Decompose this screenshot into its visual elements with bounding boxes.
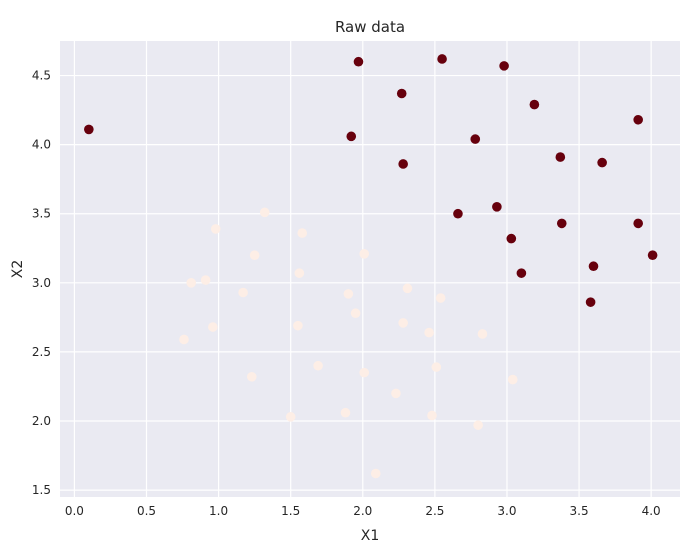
y-tick-label: 2.0 bbox=[32, 414, 51, 428]
y-tick-label: 1.5 bbox=[32, 483, 51, 497]
data-point-class-1 bbox=[506, 233, 517, 244]
data-point-class-0 bbox=[473, 420, 483, 430]
y-tick-label: 2.5 bbox=[32, 345, 51, 359]
data-point-class-1 bbox=[437, 54, 447, 64]
data-point-class-1 bbox=[499, 61, 509, 71]
data-point-class-0 bbox=[359, 249, 370, 259]
x-tick-label: 0.5 bbox=[137, 504, 156, 518]
y-tick-label: 3.0 bbox=[32, 276, 51, 290]
x-axis-label: X1 bbox=[361, 528, 380, 543]
grid-lines bbox=[60, 41, 680, 497]
data-point-class-1 bbox=[647, 250, 658, 260]
data-point-class-1 bbox=[470, 134, 481, 144]
x-tick-label: 4.0 bbox=[642, 504, 661, 518]
data-point-class-0 bbox=[208, 322, 218, 332]
data-point-class-1 bbox=[588, 261, 599, 272]
data-point-class-0 bbox=[340, 407, 351, 418]
data-point-class-1 bbox=[396, 88, 407, 99]
x-tick-label: 3.5 bbox=[570, 504, 589, 518]
data-point-class-0 bbox=[285, 412, 296, 422]
data-point-class-1 bbox=[585, 297, 596, 307]
data-point-class-0 bbox=[402, 283, 413, 294]
data-point-class-0 bbox=[391, 388, 401, 399]
data-point-class-1 bbox=[516, 268, 527, 278]
data-point-class-0 bbox=[507, 374, 518, 385]
data-point-class-0 bbox=[293, 320, 303, 331]
plot-area bbox=[60, 41, 680, 497]
data-point-class-1 bbox=[398, 159, 408, 169]
data-point-class-0 bbox=[210, 224, 221, 234]
data-point-class-0 bbox=[294, 268, 305, 278]
data-point-class-0 bbox=[398, 318, 408, 328]
data-point-class-0 bbox=[186, 278, 197, 288]
data-point-class-0 bbox=[313, 360, 323, 371]
data-point-class-1 bbox=[353, 56, 364, 67]
data-point-class-0 bbox=[435, 293, 446, 303]
data-point-class-1 bbox=[492, 202, 502, 212]
data-point-class-0 bbox=[350, 308, 361, 319]
chart-title: Raw data bbox=[335, 18, 405, 36]
data-points bbox=[84, 54, 658, 479]
x-tick-label: 2.5 bbox=[425, 504, 444, 518]
data-point-class-1 bbox=[556, 218, 567, 229]
data-point-class-0 bbox=[246, 371, 257, 382]
x-tick-label: 0.0 bbox=[65, 504, 84, 518]
data-point-class-0 bbox=[259, 207, 270, 218]
data-point-class-0 bbox=[200, 275, 211, 285]
y-tick-label: 4.5 bbox=[32, 69, 51, 83]
y-tick-label: 3.5 bbox=[32, 207, 51, 221]
data-point-class-1 bbox=[597, 157, 607, 168]
x-tick-label: 1.0 bbox=[209, 504, 228, 518]
data-point-class-0 bbox=[477, 329, 488, 339]
data-point-class-0 bbox=[359, 367, 370, 378]
data-point-class-1 bbox=[529, 99, 540, 110]
data-point-class-0 bbox=[424, 327, 434, 338]
x-tick-label: 2.0 bbox=[353, 504, 372, 518]
data-point-class-1 bbox=[555, 152, 566, 162]
data-point-class-0 bbox=[238, 287, 248, 298]
y-tick-labels: 1.5 2.0 2.5 3.0 3.5 4.0 4.5 bbox=[32, 69, 51, 498]
data-point-class-0 bbox=[343, 289, 354, 299]
y-tick-label: 4.0 bbox=[32, 138, 51, 152]
x-tick-label: 3.0 bbox=[497, 504, 516, 518]
data-point-class-0 bbox=[297, 228, 308, 238]
x-tick-labels: 0.0 0.5 1.0 1.5 2.0 2.5 3.0 3.5 4.0 bbox=[65, 504, 661, 518]
x-tick-label: 1.5 bbox=[281, 504, 300, 518]
data-point-class-1 bbox=[453, 208, 463, 219]
data-point-class-1 bbox=[346, 131, 357, 142]
data-point-class-1 bbox=[633, 218, 643, 229]
data-point-class-0 bbox=[427, 410, 437, 421]
data-point-class-1 bbox=[84, 124, 94, 135]
data-point-class-1 bbox=[633, 114, 643, 125]
data-point-class-0 bbox=[431, 362, 442, 372]
y-axis-label: X2 bbox=[10, 260, 26, 279]
data-point-class-0 bbox=[179, 334, 189, 345]
data-point-class-0 bbox=[249, 250, 260, 260]
data-point-class-0 bbox=[370, 468, 381, 479]
